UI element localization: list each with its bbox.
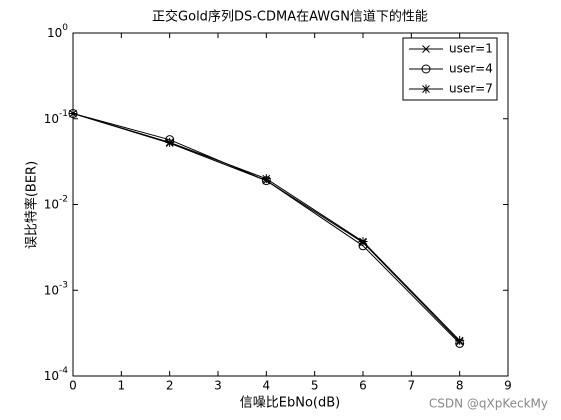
x-axis-label: 信噪比EbNo(dB) xyxy=(240,396,340,411)
x-tick-label: 7 xyxy=(408,379,416,393)
marker-plus xyxy=(358,237,368,247)
marker-plus xyxy=(68,109,78,119)
watermark: CSDN @qXpKeckMy xyxy=(429,397,548,411)
chart-title: 正交Gold序列DS-CDMA在AWGN信道下的性能 xyxy=(152,9,428,25)
marker-circle xyxy=(421,64,431,74)
marker-x xyxy=(422,45,430,53)
y-tick-label: 100 xyxy=(47,23,68,40)
x-tick-label: 9 xyxy=(504,379,512,393)
marker xyxy=(358,237,368,247)
marker xyxy=(68,109,78,119)
x-tick-label: 2 xyxy=(166,379,174,393)
y-tick-label: 10-4 xyxy=(44,366,69,383)
x-tick-label: 4 xyxy=(263,379,271,393)
marker xyxy=(165,137,175,147)
x-tick-label: 0 xyxy=(69,379,77,393)
x-tick-label: 6 xyxy=(359,379,367,393)
marker-plus xyxy=(165,137,175,147)
x-tick-label: 5 xyxy=(311,379,319,393)
x-tick-label: 8 xyxy=(456,379,464,393)
marker xyxy=(261,174,271,184)
x-tick-label: 1 xyxy=(118,379,126,393)
legend-label: user=1 xyxy=(449,42,493,56)
marker-plus xyxy=(261,174,271,184)
y-tick-label: 10-2 xyxy=(44,194,68,211)
marker xyxy=(455,335,465,345)
y-tick-label: 10-3 xyxy=(44,280,68,297)
marker-plus xyxy=(421,84,431,94)
marker xyxy=(422,45,430,53)
marker xyxy=(421,64,431,74)
marker xyxy=(421,84,431,94)
x-tick-label: 3 xyxy=(214,379,222,393)
marker-plus xyxy=(455,335,465,345)
legend-label: user=4 xyxy=(449,62,493,76)
y-tick-label: 10-1 xyxy=(44,108,68,125)
y-axis-label: 误比特率(BER) xyxy=(24,161,40,249)
legend-label: user=7 xyxy=(449,82,493,96)
